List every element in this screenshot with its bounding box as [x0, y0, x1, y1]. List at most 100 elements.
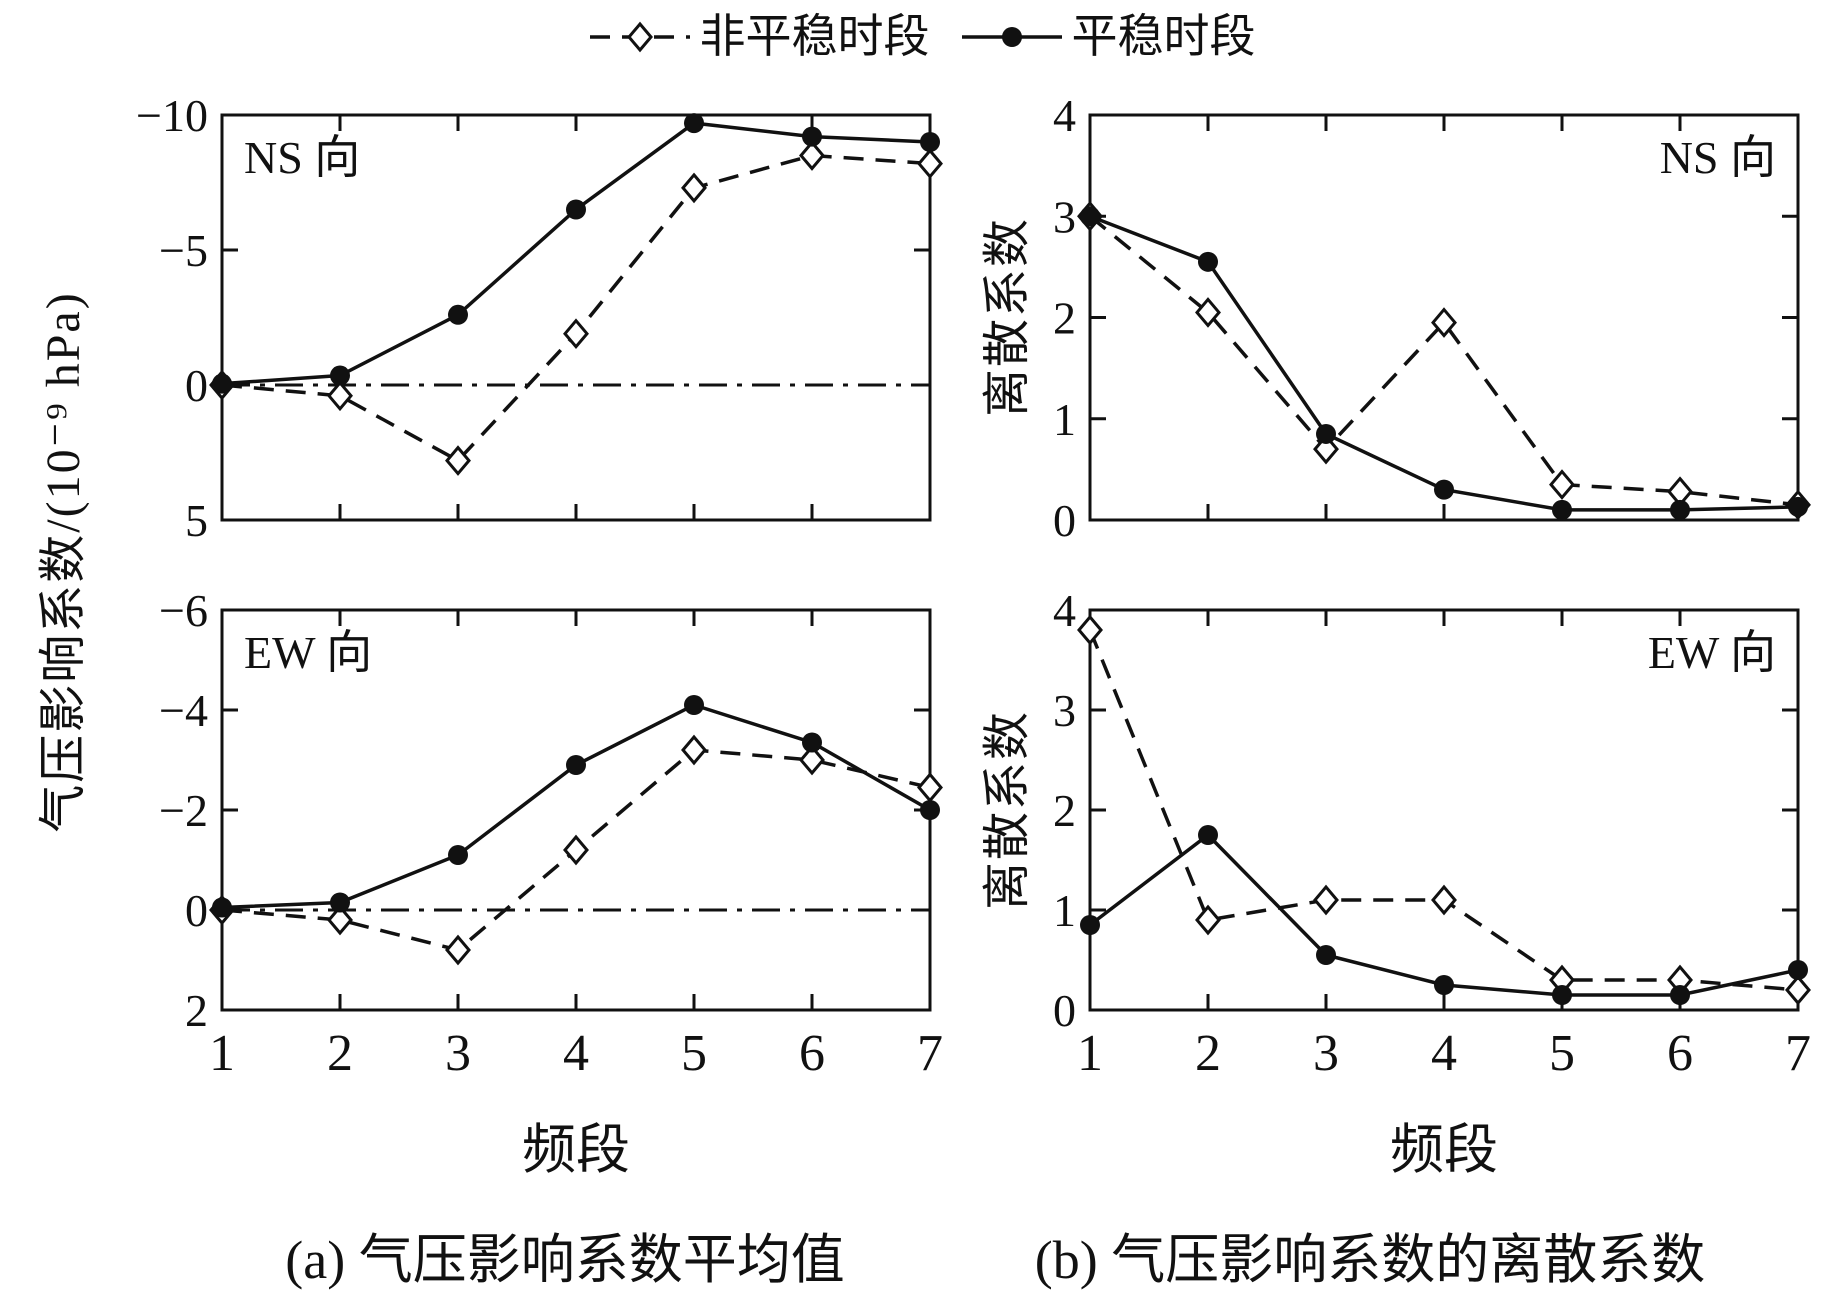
y-tick-label: 4 [1053, 590, 1076, 636]
y-tick-label: 5 [185, 495, 208, 546]
y-tick-label: −6 [159, 590, 208, 636]
open-diamond-marker [626, 21, 653, 53]
y-tick-label: −5 [159, 225, 208, 276]
filled-circle-marker [1080, 206, 1100, 227]
filled-circle-marker [920, 800, 940, 820]
filled-circle-marker [1198, 825, 1218, 845]
x-tick-label: 3 [1313, 1025, 1339, 1082]
filled-circle-marker [1788, 960, 1808, 980]
panel-ns-cv-plot: 0 1 2 3 4 NS 向 [1053, 95, 1811, 546]
y-tick-label: 0 [185, 885, 208, 936]
y-tick-label: −10 [136, 95, 208, 141]
filled-circle-marker [802, 732, 822, 753]
y-axis-label-ns-cv: 离散系数 [981, 216, 1034, 418]
x-tick-label: 4 [563, 1025, 589, 1082]
open-diamond-marker [445, 445, 471, 476]
x-tick-label: 3 [445, 1025, 471, 1082]
y-tick-label: 2 [185, 985, 208, 1036]
x-tick-label: 7 [917, 1025, 943, 1082]
open-diamond-marker [1313, 884, 1339, 916]
open-diamond-marker [917, 148, 943, 179]
y-tick-label: 1 [1053, 394, 1076, 445]
panel-corner-label: NS 向 [1660, 132, 1776, 183]
filled-circle-marker [920, 132, 940, 152]
filled-circle-marker [1670, 985, 1690, 1005]
caption-b: (b) 气压影响系数的离散系数 [1034, 1230, 1706, 1290]
open-diamond-line-icon [589, 21, 690, 53]
y-tick-label: 0 [1053, 495, 1076, 546]
panel-corner-label: EW 向 [1648, 627, 1776, 678]
y-tick-label: 2 [1053, 785, 1076, 836]
filled-circle-marker [1552, 985, 1572, 1005]
panel-corner-label: NS 向 [244, 132, 360, 183]
filled-circle-marker [330, 892, 350, 913]
open-diamond-marker [799, 744, 825, 776]
filled-circle-marker [1316, 423, 1336, 444]
legend-label-stationary: 平稳时段 [1071, 11, 1256, 62]
filled-circle-marker [212, 373, 232, 394]
legend-label-nonstationary: 非平稳时段 [699, 11, 930, 62]
x-tick-label: 6 [799, 1025, 825, 1082]
y-tick-label: 3 [1053, 685, 1076, 736]
x-axis-label-right: 频段 [1390, 1120, 1498, 1180]
x-tick-label: 5 [681, 1025, 707, 1082]
filled-circle-marker [1316, 945, 1336, 965]
filled-circle-marker [1001, 27, 1022, 47]
x-axis-label-left: 频段 [522, 1120, 630, 1180]
y-tick-label: −2 [159, 785, 208, 836]
open-diamond-marker [1313, 433, 1339, 465]
filled-circle-marker [1434, 479, 1454, 500]
x-tick-label: 1 [1077, 1025, 1103, 1082]
filled-circle-marker [566, 755, 586, 775]
legend-item-nonstationary: 非平稳时段 [588, 14, 930, 60]
filled-circle-line-icon [961, 27, 1062, 47]
y-tick-label: 4 [1053, 95, 1076, 141]
open-diamond-marker [327, 380, 353, 412]
x-tick-label: 6 [1667, 1025, 1693, 1082]
open-diamond-marker [1431, 884, 1457, 916]
filled-circle-marker [684, 113, 704, 134]
x-tick-label: 5 [1549, 1025, 1575, 1082]
legend-item-stationary: 平稳时段 [960, 14, 1256, 60]
open-diamond-marker [681, 734, 707, 766]
open-diamond-marker [799, 140, 825, 171]
filled-circle-marker [802, 126, 822, 147]
panel-ns-mean-plot: −10 −5 0 5 NS 向 [136, 95, 943, 546]
open-diamond-marker [327, 904, 353, 936]
filled-circle-marker [566, 199, 586, 220]
filled-circle-marker [330, 365, 350, 386]
x-tick-label: 1 [209, 1025, 235, 1082]
y-tick-label: 0 [185, 360, 208, 411]
open-diamond-marker [1077, 614, 1103, 646]
series-line-0 [1088, 214, 1799, 507]
filled-circle-marker [684, 695, 704, 715]
series-line-1 [221, 703, 931, 910]
y-tick-label: 0 [1053, 985, 1076, 1036]
open-diamond-marker [445, 934, 471, 966]
open-diamond-marker [917, 772, 943, 803]
filled-circle-marker [212, 897, 232, 918]
open-diamond-marker [1195, 904, 1221, 936]
series-line-0 [1088, 629, 1799, 992]
x-tick-label: 7 [1785, 1025, 1811, 1082]
filled-circle-marker [1788, 496, 1808, 517]
filled-circle-marker [1670, 499, 1690, 520]
filled-circle-marker [1080, 915, 1100, 935]
open-diamond-marker [1785, 974, 1811, 1006]
y-tick-label: 3 [1053, 191, 1076, 242]
series-line-1 [1089, 214, 1799, 512]
y-tick-label: 2 [1053, 293, 1076, 344]
y-tick-label: 1 [1053, 885, 1076, 936]
y-tick-label: −4 [159, 685, 208, 736]
x-tick-label: 2 [1195, 1025, 1221, 1082]
open-diamond-marker [1549, 469, 1575, 500]
y-axis-label-ew-cv: 离散系数 [981, 709, 1034, 911]
open-diamond-marker [1195, 297, 1221, 328]
filled-circle-marker [448, 845, 468, 865]
caption-a: (a) 气压影响系数平均值 [285, 1230, 845, 1290]
panel-corner-label: EW 向 [244, 627, 372, 678]
x-tick-label: 4 [1431, 1025, 1457, 1082]
